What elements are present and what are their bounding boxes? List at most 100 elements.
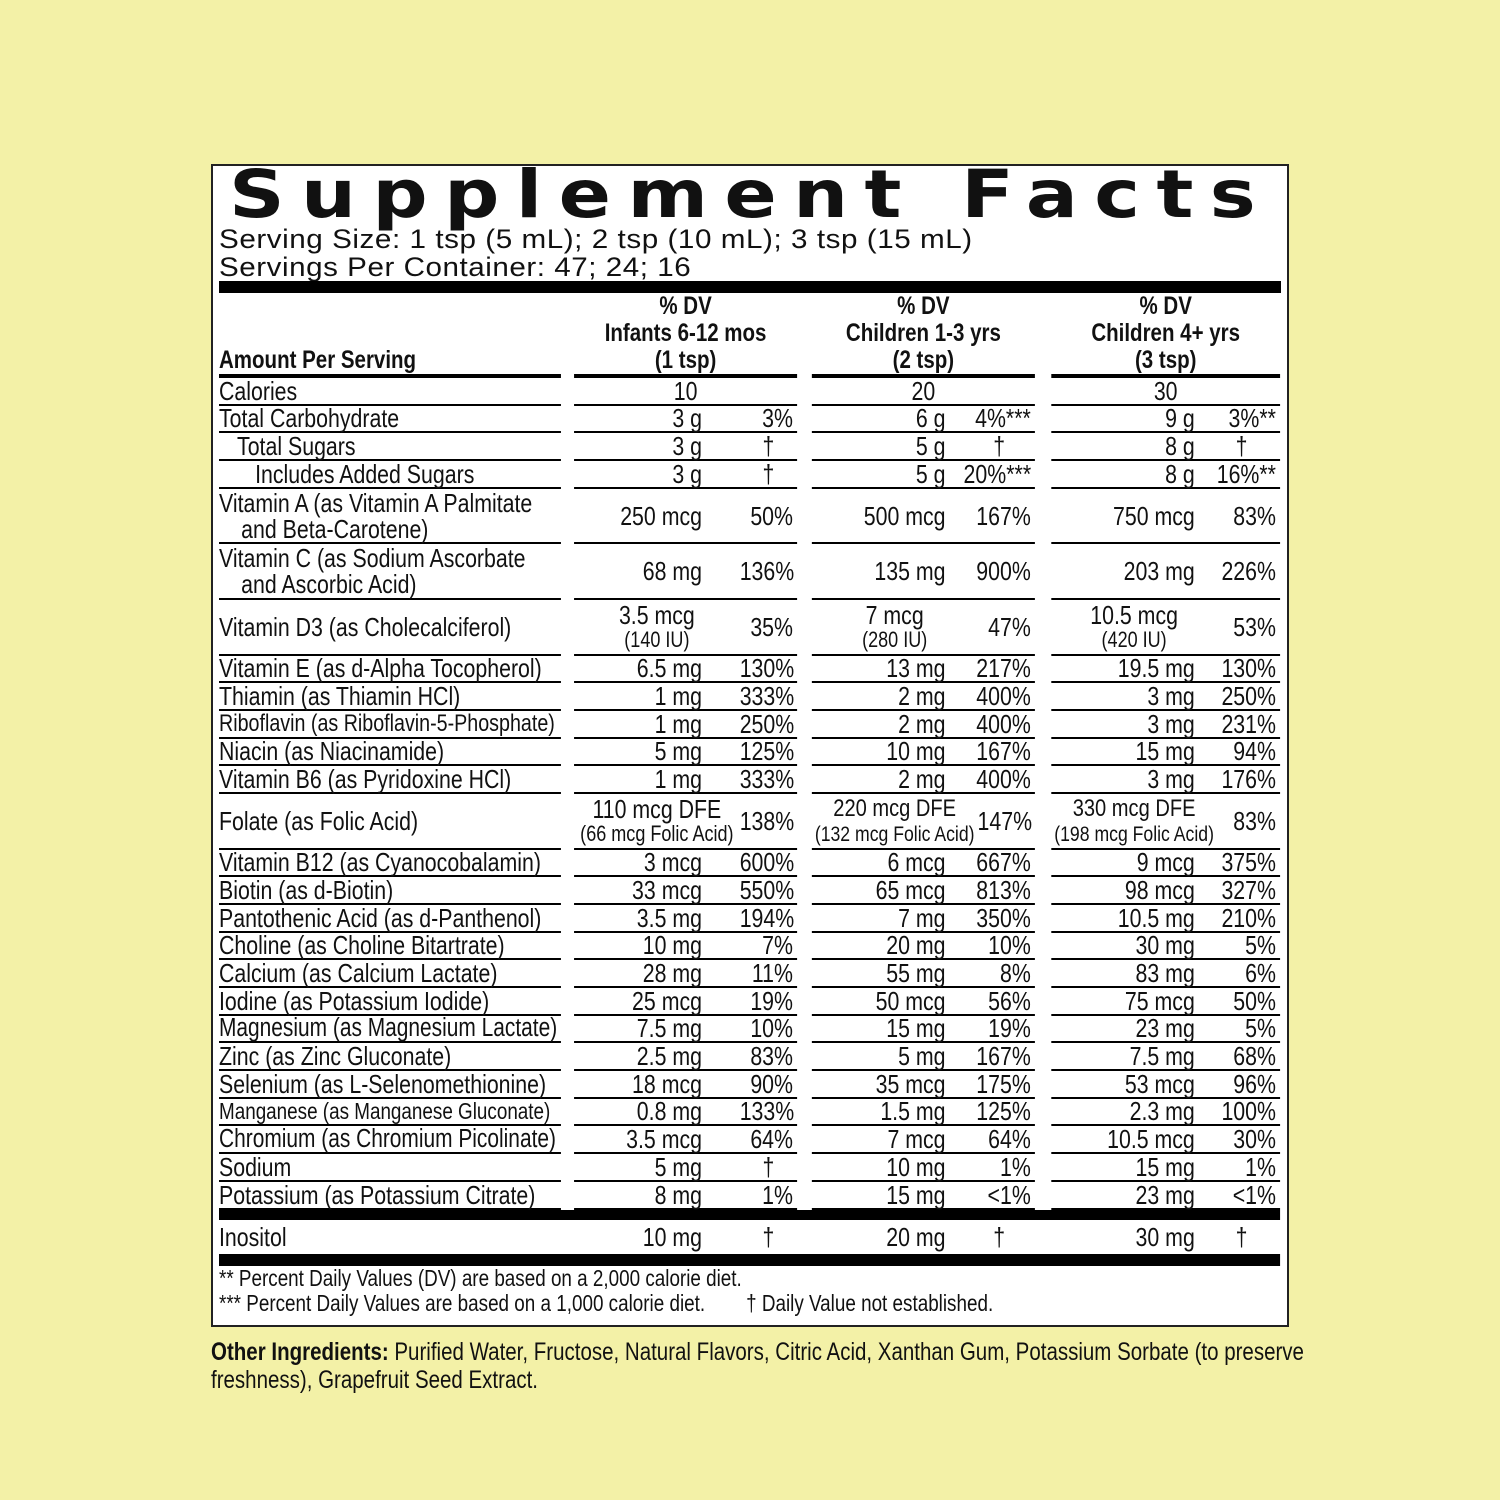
value-cell: 20 (811, 378, 1035, 406)
amount: 500 mcg (863, 500, 946, 531)
daily-value: 3% (762, 403, 793, 434)
row-label-cell: Riboflavin (as Riboflavin-5-Phosphate) (219, 709, 561, 739)
daily-value: 327% (1221, 874, 1276, 905)
row-label-cell: Vitamin D3 (as Cholecalciferol) (219, 600, 561, 656)
amount: 35 mcg (875, 1068, 946, 1099)
label-text: Riboflavin (as Riboflavin-5-Phosphate) (219, 709, 555, 737)
daily-value: 900% (976, 556, 1031, 587)
daily-value: † (762, 1151, 775, 1182)
amount: 10 (673, 375, 698, 406)
amount: 9 g (1165, 403, 1195, 434)
daily-value: 30% (1233, 1124, 1276, 1155)
amount: 3 mg (1147, 680, 1195, 711)
daily-value: 94% (1233, 736, 1276, 767)
amount: 98 mcg (1124, 874, 1195, 905)
daily-value: 130% (1221, 653, 1276, 684)
amount-line2: (280 IU) (862, 626, 928, 652)
amount: 30 mg (1135, 930, 1195, 961)
daily-value: † (993, 1221, 1006, 1252)
serving-size: Serving Size: 1 tsp (5 mL); 2 tsp (10 mL… (219, 224, 973, 254)
value-cell: 23 mg <1% (1051, 1182, 1281, 1210)
column-header: % DV Children 4+ yrs (3 tsp) (1051, 292, 1281, 378)
amount: 5 g (915, 431, 946, 462)
amount: 68 mg (642, 556, 702, 587)
group-label: Children 4+ yrs (1091, 319, 1241, 347)
daily-value: 400% (976, 708, 1031, 739)
value-cell: 10 mg 1% (811, 1151, 1035, 1182)
value-cell: 110 mcg DFE (66 mcg Folic Acid) 138% (574, 794, 798, 850)
amount: 5 mg (654, 1151, 702, 1182)
daily-value: 35% (750, 611, 793, 642)
serving-label: (1 tsp) (654, 346, 717, 374)
amount: 8 g (1165, 458, 1195, 489)
amount: 110 mcg DFE (66 mcg Folic Acid) (574, 796, 740, 846)
amount: 6 g (915, 403, 946, 434)
value-cell: 5 g 20%*** (811, 461, 1035, 489)
value-cell: 10.5 mg 210% (1051, 905, 1281, 933)
value-cell: 10 (574, 375, 798, 406)
label-text: Calcium (as Calcium Lactate) (219, 958, 498, 988)
amount-line1: 10.5 mcg (1090, 599, 1178, 630)
amount: 83 mg (1135, 958, 1195, 988)
amount: 10 mg (886, 1151, 946, 1182)
row-label: Total Carbohydrate (219, 405, 399, 431)
value-cell: 3.5 mg 194% (574, 905, 798, 933)
row-label: Magnesium (as Magnesium Lactate) (219, 1015, 557, 1041)
value-cell: 9 mcg 375% (1051, 847, 1281, 878)
serving-label: (3 tsp) (1134, 346, 1197, 374)
amount: 20 mg (886, 1221, 946, 1252)
row-label: Choline (as Choline Bitartrate) (219, 932, 505, 958)
table-row: Vitamin D3 (as Cholecalciferol) 3.5 mcg (1… (219, 600, 1281, 656)
value-cell: 1 mg 333% (574, 683, 798, 711)
daily-value: 226% (1221, 556, 1276, 587)
value-cell: 220 mcg DFE (132 mcg Folic Acid) 147% (811, 794, 1035, 850)
thick-divider (219, 281, 1281, 293)
amount: 7 mcg (887, 1124, 946, 1155)
row-label-cell: Total Carbohydrate (219, 405, 561, 434)
table-row: Calcium (as Calcium Lactate) 28 mg 11% 55 m… (219, 960, 1281, 988)
dv-label: % DV (897, 292, 950, 320)
value-cell: 7.5 mg 68% (1051, 1043, 1281, 1072)
label-text: Folate (as Folic Acid) (219, 805, 419, 836)
row-label-cell: Inositol (219, 1220, 561, 1254)
value-cell: 250 mcg 50% (574, 489, 798, 545)
value-cell: 8 g 16%** (1051, 458, 1281, 489)
amount: 220 mcg DFE (132 mcg Folic Acid) (812, 795, 978, 846)
dv-label: % DV (1139, 292, 1192, 320)
daily-value: 250% (1221, 680, 1276, 711)
value-cell: 15 mg 94% (1051, 736, 1281, 767)
daily-value: 4%*** (975, 403, 1031, 434)
amount-per-serving-header: Amount Per Serving (219, 293, 561, 378)
amount: 3 g (672, 458, 702, 489)
serving-label: (2 tsp) (892, 346, 955, 374)
value-cell: 203 mg 226% (1051, 544, 1281, 600)
row-label: Calories (219, 378, 297, 404)
value-cell: 6 g 4%*** (811, 403, 1035, 434)
table-row: Total Carbohydrate 3 g 3% 6 g 4%*** 9 g 3%** (219, 403, 1281, 434)
amount: 3 g (672, 403, 702, 434)
row-label: Iodine (as Potassium Iodide) (219, 988, 489, 1014)
daily-value: 175% (976, 1068, 1031, 1099)
amount: 30 (1153, 375, 1178, 406)
amount: 250 mcg (620, 500, 702, 531)
table-row: Thiamin (as Thiamin HCl) 1 mg 333% 2 mg 400%… (219, 683, 1281, 711)
label-text: Magnesium (as Magnesium Lactate) (219, 1014, 558, 1043)
daily-value: † (1235, 1221, 1248, 1252)
amount: 10 mg (642, 930, 702, 961)
other-ingredients-label: Other Ingredients: (211, 1338, 389, 1366)
table-header: Amount Per Serving % DV Infants 6-12 mos(… (219, 293, 1281, 378)
table-row: Choline (as Choline Bitartrate) 10 mg 7% 20… (219, 930, 1281, 961)
amount-line2: (198 mcg Folic Acid) (1054, 821, 1214, 846)
daily-value: 64% (750, 1124, 793, 1155)
row-label-cell: Includes Added Sugars (219, 461, 561, 489)
daily-value: 375% (1221, 847, 1276, 878)
label-text: Vitamin B6 (as Pyridoxine HCl) (219, 763, 512, 794)
label-text-line2: and Ascorbic Acid) (241, 569, 417, 600)
value-cell: 3.5 mcg 64% (574, 1124, 798, 1155)
value-cell: 53 mcg 96% (1051, 1071, 1281, 1099)
amount-line1: 3.5 mcg (618, 599, 695, 630)
daily-value: 19% (988, 1013, 1031, 1044)
amount: 9 mcg (1136, 847, 1195, 878)
row-label-cell: Magnesium (as Magnesium Lactate) (219, 1015, 561, 1044)
daily-value: 813% (976, 874, 1031, 905)
